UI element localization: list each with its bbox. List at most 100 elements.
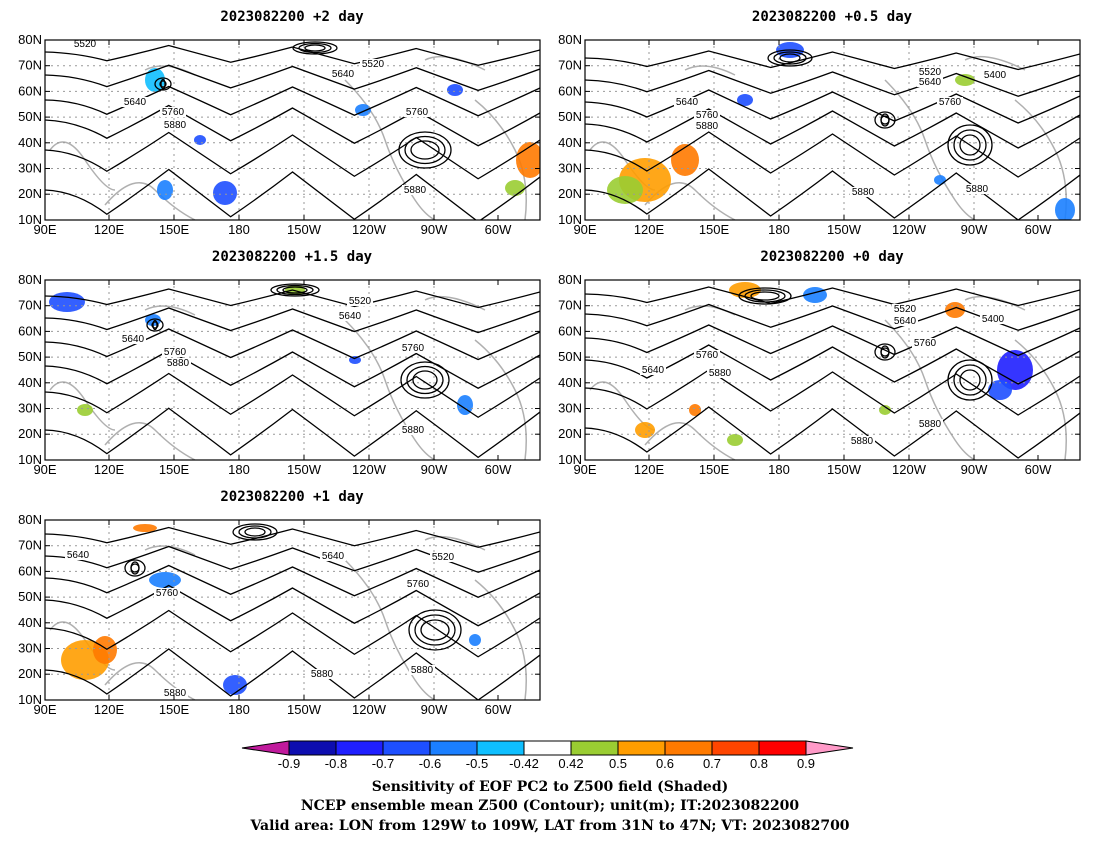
z500-closed-contour xyxy=(779,53,801,63)
lat-tick-label: 40N xyxy=(558,375,582,390)
lat-tick-label: 60N xyxy=(18,323,42,338)
contour-label: 5520 xyxy=(894,304,917,315)
lon-tick-label: 90W xyxy=(961,462,988,477)
lat-tick-label: 60N xyxy=(558,83,582,98)
z500-contour xyxy=(45,44,540,66)
z500-contour xyxy=(45,609,540,658)
z500-closed-contour xyxy=(744,289,786,303)
lon-tick-label: 120E xyxy=(94,462,125,477)
lat-tick-label: 30N xyxy=(18,161,42,176)
lat-tick-label: 50N xyxy=(18,109,42,124)
lat-tick-label: 10N xyxy=(558,212,582,227)
sensitivity-shading xyxy=(997,350,1033,390)
lat-tick-label: 10N xyxy=(18,692,42,707)
z500-closed-contour xyxy=(130,563,140,573)
z500-closed-contour xyxy=(124,559,146,577)
contour-label: 5880 xyxy=(164,120,187,131)
colorbar-label: -0.42 xyxy=(509,756,539,771)
z500-closed-contour xyxy=(408,609,462,651)
contour-label: 5760 xyxy=(164,347,187,358)
z500-closed-contour xyxy=(750,291,780,301)
lon-tick-label: 120W xyxy=(892,222,927,237)
contour-label: 5640 xyxy=(322,551,345,562)
lat-tick-label: 30N xyxy=(558,161,582,176)
colorbar-label: -0.5 xyxy=(466,756,488,771)
contour-label: 5640 xyxy=(919,77,942,88)
sensitivity-shading xyxy=(671,144,699,176)
sensitivity-shading xyxy=(149,572,181,588)
lat-tick-label: 20N xyxy=(18,186,42,201)
lon-tick-label: 150W xyxy=(827,462,862,477)
contour-label: 5640 xyxy=(124,97,147,108)
lon-tick-label: 150E xyxy=(699,462,730,477)
contour-label: 5760 xyxy=(696,350,719,361)
contour-label: 5640 xyxy=(676,97,699,108)
z500-contour xyxy=(45,526,540,548)
z500-closed-contour xyxy=(767,49,813,67)
sensitivity-shading xyxy=(457,395,473,415)
lon-tick-label: 180 xyxy=(768,462,790,477)
contour-label: 5400 xyxy=(982,314,1005,325)
lat-tick-label: 10N xyxy=(558,452,582,467)
lon-tick-label: 150W xyxy=(287,222,322,237)
caption-line-3: Valid area: LON from 129W to 109W, LAT f… xyxy=(249,818,849,834)
z500-closed-contour xyxy=(410,140,440,160)
z500-closed-contour xyxy=(232,523,278,541)
sensitivity-shading xyxy=(955,74,975,86)
panel-title: 2023082200 +1.5 day xyxy=(212,249,373,265)
panel-title: 2023082200 +0 day xyxy=(760,249,904,265)
sensitivity-shading xyxy=(49,292,85,312)
map-panel: 5520 5520 5640 5640 5760 5760 5880 5880 80N 70N 60… xyxy=(18,32,541,237)
colorbar-swatch xyxy=(523,740,572,756)
z500-closed-contour xyxy=(238,525,272,539)
lon-tick-label: 150W xyxy=(287,702,322,717)
lon-tick-label: 120E xyxy=(94,702,125,717)
lon-tick-label: 120E xyxy=(94,222,125,237)
z500-closed-contour xyxy=(244,527,266,537)
contour-label: 5880 xyxy=(919,419,942,430)
contour-label: 5760 xyxy=(696,110,719,121)
contour-label: 5640 xyxy=(67,550,90,561)
colorbar-swatch xyxy=(429,740,478,756)
z500-contour xyxy=(45,564,540,598)
contour-label: 5520 xyxy=(362,59,385,70)
lon-tick-label: 150E xyxy=(159,462,190,477)
z500-contour xyxy=(585,108,1080,149)
z500-closed-contour xyxy=(151,321,159,329)
sensitivity-shading xyxy=(133,524,157,532)
sensitivity-shading xyxy=(988,380,1012,400)
contour-label: 5880 xyxy=(966,184,989,195)
z500-closed-contour xyxy=(880,347,890,357)
lon-tick-label: 120W xyxy=(352,702,387,717)
lon-tick-label: 150E xyxy=(159,702,190,717)
sensitivity-shading xyxy=(737,94,753,106)
contour-label: 5760 xyxy=(406,107,429,118)
lon-tick-label: 120W xyxy=(352,222,387,237)
lat-tick-label: 80N xyxy=(558,32,582,47)
contour-label: 5880 xyxy=(851,436,874,447)
lat-tick-label: 20N xyxy=(18,666,42,681)
z500-contour xyxy=(45,328,540,361)
z500-contour xyxy=(45,349,540,389)
z500-closed-contour xyxy=(270,283,320,297)
z500-contour xyxy=(45,648,540,700)
z500-closed-contour xyxy=(880,115,890,125)
colorbar-swatch xyxy=(711,740,760,756)
z500-contour xyxy=(45,168,540,220)
sensitivity-shading xyxy=(194,135,206,145)
z500-closed-contour xyxy=(160,78,166,90)
contour-label: 5880 xyxy=(311,669,334,680)
lat-tick-label: 10N xyxy=(18,212,42,227)
lon-tick-label: 90E xyxy=(33,462,56,477)
lat-tick-label: 50N xyxy=(558,109,582,124)
lat-tick-label: 40N xyxy=(18,375,42,390)
lat-tick-label: 30N xyxy=(18,641,42,656)
colorbar-swatch xyxy=(617,740,666,756)
lon-tick-label: 120E xyxy=(634,462,665,477)
z500-closed-contour xyxy=(159,80,167,88)
z500-contour xyxy=(45,584,540,627)
coastline xyxy=(49,295,527,460)
lon-tick-label: 90W xyxy=(421,222,448,237)
